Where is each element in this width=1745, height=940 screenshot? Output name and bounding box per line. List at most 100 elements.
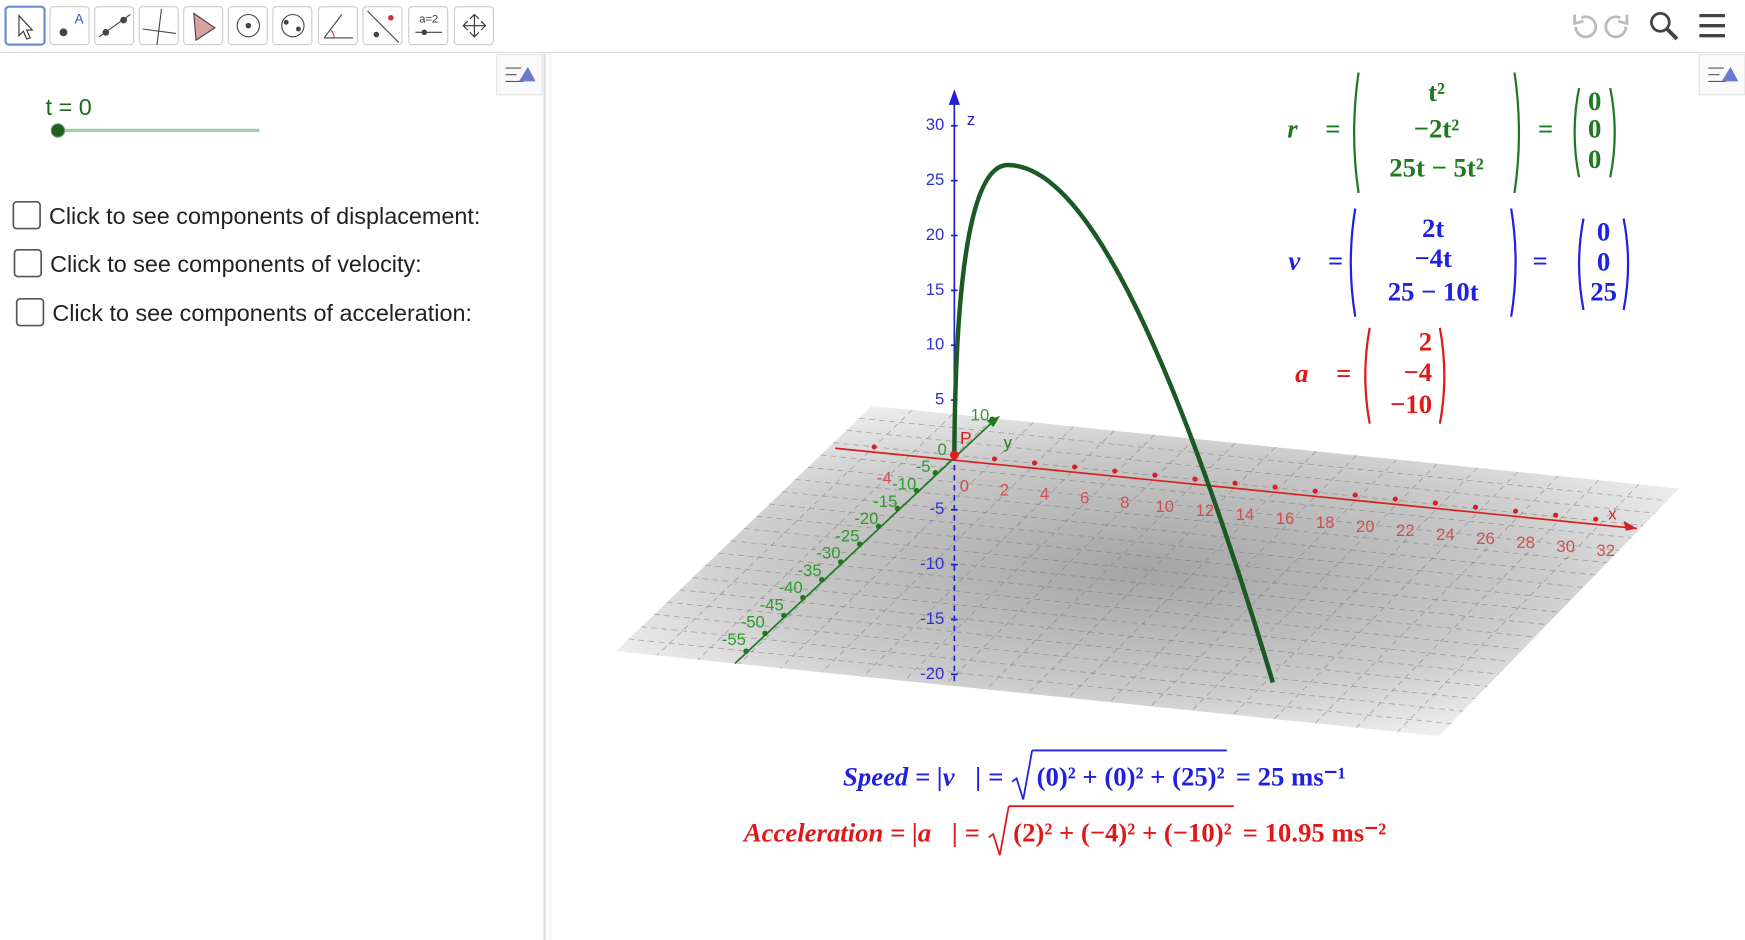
x-axis [835,447,1638,530]
graphics-style-toggle[interactable] [1698,54,1745,96]
x-tick-label: 26 [1476,529,1495,548]
z-axis-name: z [967,110,975,129]
left-paren [1573,87,1581,178]
perpendicular-icon [142,8,177,45]
x-tick [991,456,997,462]
point-p[interactable] [949,450,959,460]
grid-line [780,422,1034,669]
x-tick [1272,484,1278,490]
grid-line [944,438,1196,686]
checkbox-label: Click to see components of velocity: [50,251,422,277]
y-tick-label: 0 [937,440,946,459]
z-tick-label: -20 [920,664,944,683]
slider-tool[interactable] [408,6,449,46]
grid-line [718,552,1536,638]
velocity-equals: = [1532,245,1547,275]
grid-line [1356,479,1599,728]
x-tick [1432,500,1438,506]
displacement-label: r⃗ = [1287,114,1340,144]
z-tick-label: 15 [926,280,945,299]
checkbox-label: Click to see components of displacement: [49,203,480,229]
x-tick-label: 30 [1556,537,1575,556]
left-paren [1577,218,1585,311]
grid-line [833,442,1644,526]
grid-line [1232,467,1478,716]
y-tick-label: -50 [741,613,765,632]
checkbox[interactable] [12,200,41,230]
x-axis-arrow [1623,520,1637,531]
z-tick-label: -15 [920,609,944,628]
grid-line [738,417,994,665]
undo-button[interactable] [1573,14,1598,39]
circle3-tool[interactable] [272,6,313,46]
checkbox[interactable] [13,248,43,278]
trajectory [952,162,1275,684]
algebra-style-toggle[interactable] [496,54,543,96]
displacement-equals: = [1538,114,1553,144]
y-tick [856,541,863,547]
y-axis-name: y [1004,433,1013,452]
grid-line [862,430,1115,677]
y-tick [781,612,787,619]
right-paren [1609,87,1616,178]
displacement-value: 0 [1588,114,1601,144]
left-paren [1349,208,1357,317]
grid-line [1068,450,1317,699]
y-tick [913,487,920,494]
acceleration_magnitude-radicand: (2)² + (−4)² + (−10)² [1013,817,1231,847]
y-tick [875,523,882,530]
grid-line [846,430,1656,514]
acceleration-component: −4 [1403,357,1432,387]
checkbox[interactable] [15,298,45,327]
left-paren [1364,327,1371,424]
perpendicular-tool[interactable] [138,6,179,46]
displacement-component: −2t² [1414,114,1460,144]
x-tick [1352,492,1358,498]
right-paren [1510,208,1517,317]
point-label: P [960,428,972,448]
z-tick-label: 20 [926,225,945,244]
x-tick-label: -4 [877,469,892,488]
circle3-icon [281,13,305,38]
slider-label: t = 0 [46,94,92,120]
point-tool[interactable] [49,6,90,46]
grid-line [1273,471,1519,720]
redo-button[interactable] [1604,14,1629,39]
displacement-component: 25t − 5t² [1389,153,1483,183]
y-tick-label: -15 [873,492,897,511]
sqrt-sign [988,806,1010,856]
x-axis-name: x [1608,505,1617,524]
sqrt-sign [1011,750,1034,800]
y-tick [762,630,768,637]
grid-line [985,442,1236,690]
point-icon [59,28,68,37]
angle-icon [323,14,354,39]
grid-line [1315,475,1559,724]
speed-radicand: (0)² + (0)² + (25)² [1037,762,1225,792]
x-tick-label: 24 [1436,525,1455,544]
right-paren [1513,72,1521,194]
x-tick [1072,464,1078,470]
grid-line [1109,455,1357,703]
circle-icon [236,13,261,38]
search-button[interactable] [1650,11,1679,41]
velocity-value: 0 [1597,246,1610,276]
slider-knob[interactable] [50,123,66,138]
menu-button[interactable] [1699,13,1725,38]
x-tick-label: 2 [1000,481,1009,500]
angle-tool[interactable] [317,6,359,46]
x-tick-label: 12 [1196,501,1215,520]
z-tick-label: 25 [926,170,945,189]
y-tick [819,577,825,583]
y-tick [800,594,806,601]
x-tick [871,444,877,450]
x-tick [1472,504,1479,510]
x-tick-label: 28 [1516,533,1535,552]
z-tick-label: 10 [926,335,945,354]
grid-line [654,614,1475,700]
z-tick-label: -10 [920,554,944,573]
grid-line [769,503,1584,588]
acceleration-component: −10 [1390,389,1432,419]
x-tick-label: 22 [1396,521,1415,540]
grid-line [731,540,1548,625]
